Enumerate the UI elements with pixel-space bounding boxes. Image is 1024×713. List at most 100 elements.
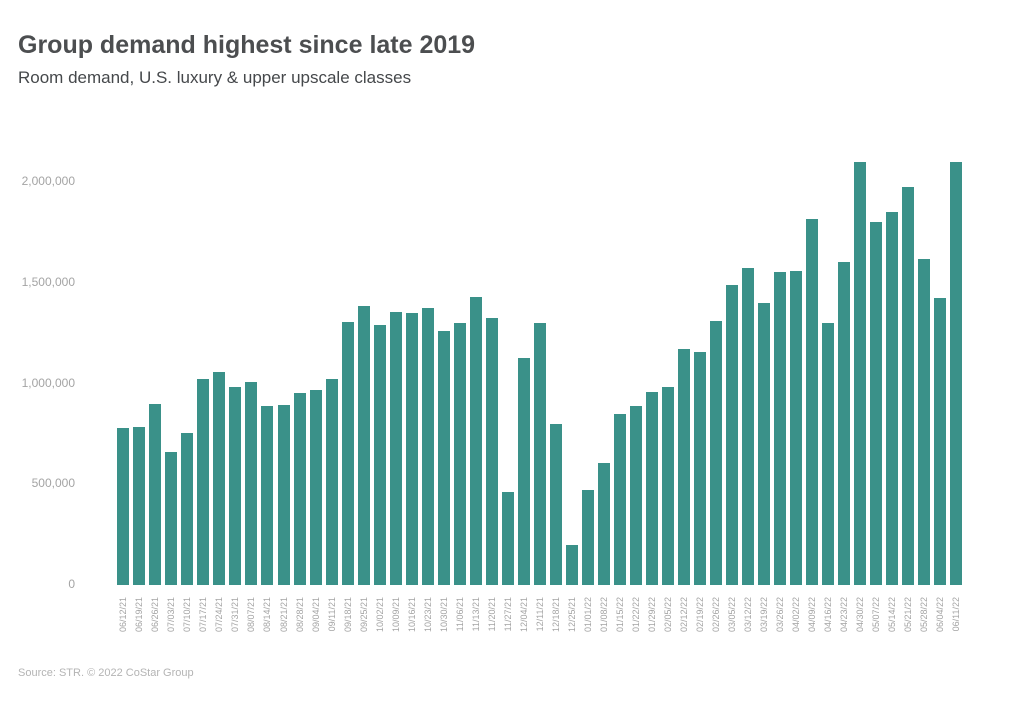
bar	[710, 321, 723, 585]
x-tick-label: 09/18/21	[342, 597, 353, 633]
x-tick-label: 06/19/21	[134, 597, 145, 633]
x-tick-label: 02/26/22	[711, 597, 722, 633]
bar	[485, 318, 498, 585]
x-tick-label: 06/11/22	[951, 597, 962, 632]
bar	[645, 391, 658, 585]
x-tick-label: 03/05/22	[727, 597, 738, 633]
bar	[373, 325, 386, 585]
x-tick-label: 04/16/22	[823, 597, 834, 633]
x-tick-label: 02/05/22	[662, 597, 673, 633]
x-tick-label: 07/31/21	[230, 597, 241, 633]
bar	[629, 405, 642, 585]
bar	[902, 187, 915, 585]
bar	[357, 305, 370, 585]
bar	[726, 284, 739, 585]
bar	[661, 386, 674, 585]
bar	[181, 432, 194, 585]
chart-subtitle: Room demand, U.S. luxury & upper upscale…	[18, 68, 412, 87]
bar	[117, 427, 130, 585]
bar	[934, 297, 947, 585]
x-tick-label: 03/26/22	[775, 597, 786, 633]
bar	[758, 302, 771, 585]
x-tick-label: 12/25/21	[566, 597, 577, 633]
x-tick-label: 10/02/21	[374, 597, 385, 633]
x-tick-label: 08/21/21	[278, 597, 289, 633]
x-tick-label: 06/12/21	[118, 597, 129, 633]
bar	[437, 331, 450, 585]
bar	[854, 161, 867, 585]
bar	[918, 258, 931, 585]
x-tick-label: 11/13/21	[470, 597, 481, 632]
bar	[517, 358, 530, 585]
x-tick-label: 05/28/22	[919, 597, 930, 633]
bar	[694, 352, 707, 585]
x-tick-label: 07/10/21	[182, 597, 193, 633]
bar	[613, 413, 626, 585]
bar	[293, 392, 306, 585]
x-tick-label: 12/18/21	[550, 597, 561, 633]
bar	[597, 463, 610, 585]
x-tick-label: 01/29/22	[646, 597, 657, 633]
y-tick-label: 0	[68, 577, 75, 591]
bar	[341, 322, 354, 585]
x-tick-label: 06/04/22	[935, 597, 946, 633]
x-tick-label: 05/07/22	[871, 597, 882, 633]
bar	[421, 307, 434, 585]
bar	[678, 349, 690, 585]
bar	[581, 490, 594, 585]
bar	[261, 405, 274, 585]
x-tick-label: 07/24/21	[214, 597, 225, 633]
bar	[549, 423, 562, 585]
x-tick-label: 03/12/22	[743, 597, 754, 633]
bar	[453, 323, 466, 585]
x-tick-label: 09/11/21	[326, 597, 337, 632]
x-tick-label: 02/12/22	[679, 597, 689, 633]
bar	[325, 379, 338, 585]
bar	[774, 271, 787, 585]
bar	[197, 379, 210, 585]
x-tick-label: 09/25/21	[358, 597, 369, 633]
x-tick-label: 10/16/21	[406, 597, 417, 633]
bar	[565, 544, 578, 585]
x-tick-label: 03/19/22	[759, 597, 770, 633]
x-tick-label: 04/23/22	[839, 597, 850, 633]
x-tick-label: 02/19/22	[695, 597, 706, 633]
x-tick-label: 01/08/22	[598, 597, 609, 633]
y-tick-label: 500,000	[31, 476, 75, 491]
x-tick-label: 08/07/21	[246, 597, 257, 633]
bar	[229, 386, 242, 585]
bar	[277, 404, 290, 585]
x-tick-label: 05/14/22	[887, 597, 898, 633]
bar	[501, 492, 514, 585]
bar	[950, 161, 963, 585]
bar	[822, 323, 835, 585]
bar	[742, 267, 755, 585]
x-tick-label: 07/03/21	[166, 597, 177, 633]
x-tick-label: 11/20/21	[486, 597, 497, 632]
x-tick-label: 11/06/21	[454, 597, 465, 632]
x-tick-label: 04/30/22	[855, 597, 866, 633]
bar	[149, 403, 162, 585]
x-tick-label: 08/14/21	[262, 597, 273, 633]
bar	[806, 219, 819, 585]
x-tick-label: 10/30/21	[438, 597, 449, 633]
bar	[870, 222, 883, 585]
bar	[838, 261, 851, 585]
bar	[309, 389, 322, 585]
bar	[886, 212, 899, 585]
x-tick-label: 10/09/21	[390, 597, 401, 633]
bar	[245, 382, 258, 585]
x-tick-label: 04/02/22	[791, 597, 802, 633]
x-tick-label: 12/11/21	[534, 597, 545, 632]
x-tick-label: 05/21/22	[903, 597, 914, 633]
bar	[790, 270, 803, 585]
x-tick-label: 01/22/22	[630, 597, 641, 633]
x-tick-label: 01/01/22	[582, 597, 593, 633]
x-tick-label: 01/15/22	[614, 597, 625, 633]
bar	[469, 296, 482, 585]
y-tick-label: 1,000,000	[21, 375, 75, 390]
x-tick-label: 09/04/21	[310, 597, 321, 633]
x-tick-label: 11/27/21	[502, 597, 513, 632]
